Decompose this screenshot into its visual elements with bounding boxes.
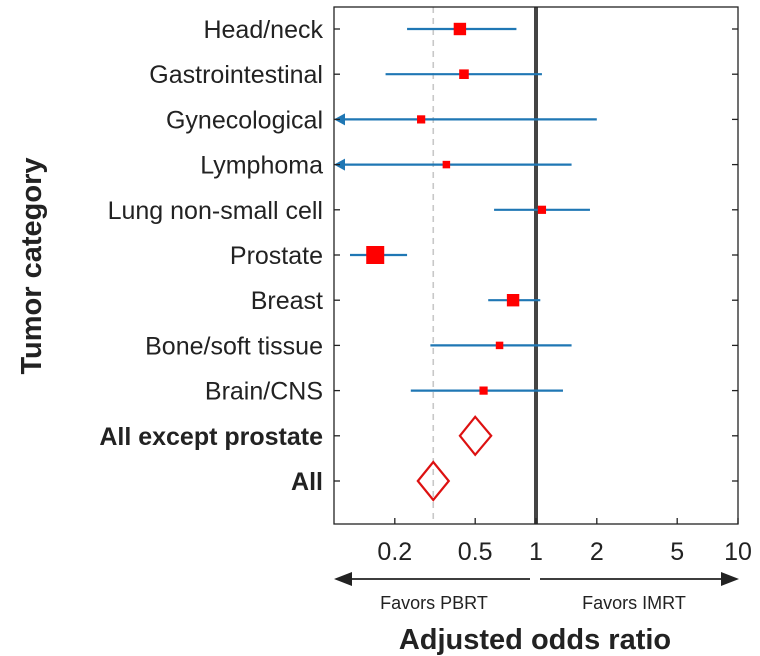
category-label: Lung non-small cell (108, 197, 323, 225)
x-tick-label: 1 (529, 538, 543, 566)
forest-row: Gastrointestinal (149, 61, 542, 89)
x-tick-label: 10 (724, 538, 752, 566)
category-label: Brain/CNS (205, 378, 323, 406)
point-estimate (366, 246, 385, 264)
forest-row: Gynecological (166, 106, 597, 134)
reference-lines (432, 7, 538, 524)
forest-row: Brain/CNS (205, 378, 563, 406)
forest-row: Lymphoma (200, 152, 572, 180)
forest-row: Lung non-small cell (108, 197, 590, 225)
forest-row: Bone/soft tissue (145, 332, 572, 360)
category-label: Lymphoma (200, 152, 323, 180)
summary-diamond (458, 415, 493, 457)
x-axis-title: Adjusted odds ratio (399, 624, 671, 656)
point-estimate (417, 115, 426, 124)
point-estimate (479, 386, 488, 395)
point-estimate (459, 69, 469, 79)
favors-right-arrowhead (721, 572, 739, 586)
summary-label: All (291, 468, 323, 496)
category-label: Breast (251, 287, 323, 315)
point-estimate (506, 294, 520, 307)
forest-row: Breast (251, 287, 541, 315)
favors-left-arrowhead (334, 572, 352, 586)
x-tick-label: 2 (590, 538, 604, 566)
x-tick-label: 0.5 (458, 538, 493, 566)
summary-diamond (416, 460, 451, 502)
point-estimate (442, 160, 451, 169)
favors-right-label: Favors IMRT (582, 593, 686, 613)
category-label: Head/neck (203, 16, 323, 44)
summary-row: All except prostate (99, 415, 493, 457)
point-estimate (495, 341, 504, 350)
category-label: Gastrointestinal (149, 61, 323, 89)
favors-left-label: Favors PBRT (380, 593, 488, 613)
x-tick-label: 0.2 (377, 538, 412, 566)
x-tick-label: 5 (670, 538, 684, 566)
y-axis-title: Tumor category (16, 157, 48, 374)
forest-row: Head/neck (203, 16, 517, 44)
summary-label: All except prostate (99, 423, 323, 451)
summary-rows: All except prostate All (99, 415, 493, 502)
forest-row: Prostate (230, 242, 408, 270)
x-ticks: 0.2 0.5 1 2 5 10 (377, 518, 752, 566)
point-estimate (537, 205, 547, 214)
category-label: Gynecological (166, 106, 323, 134)
category-label: Bone/soft tissue (145, 332, 323, 360)
favors-annotation: Favors PBRT Favors IMRT (334, 572, 739, 613)
point-estimate (453, 22, 467, 36)
study-rows: Head/neck Gastrointestinal Gynecological Ly… (108, 16, 597, 406)
category-label: Prostate (230, 242, 323, 270)
summary-row: All (291, 460, 451, 502)
